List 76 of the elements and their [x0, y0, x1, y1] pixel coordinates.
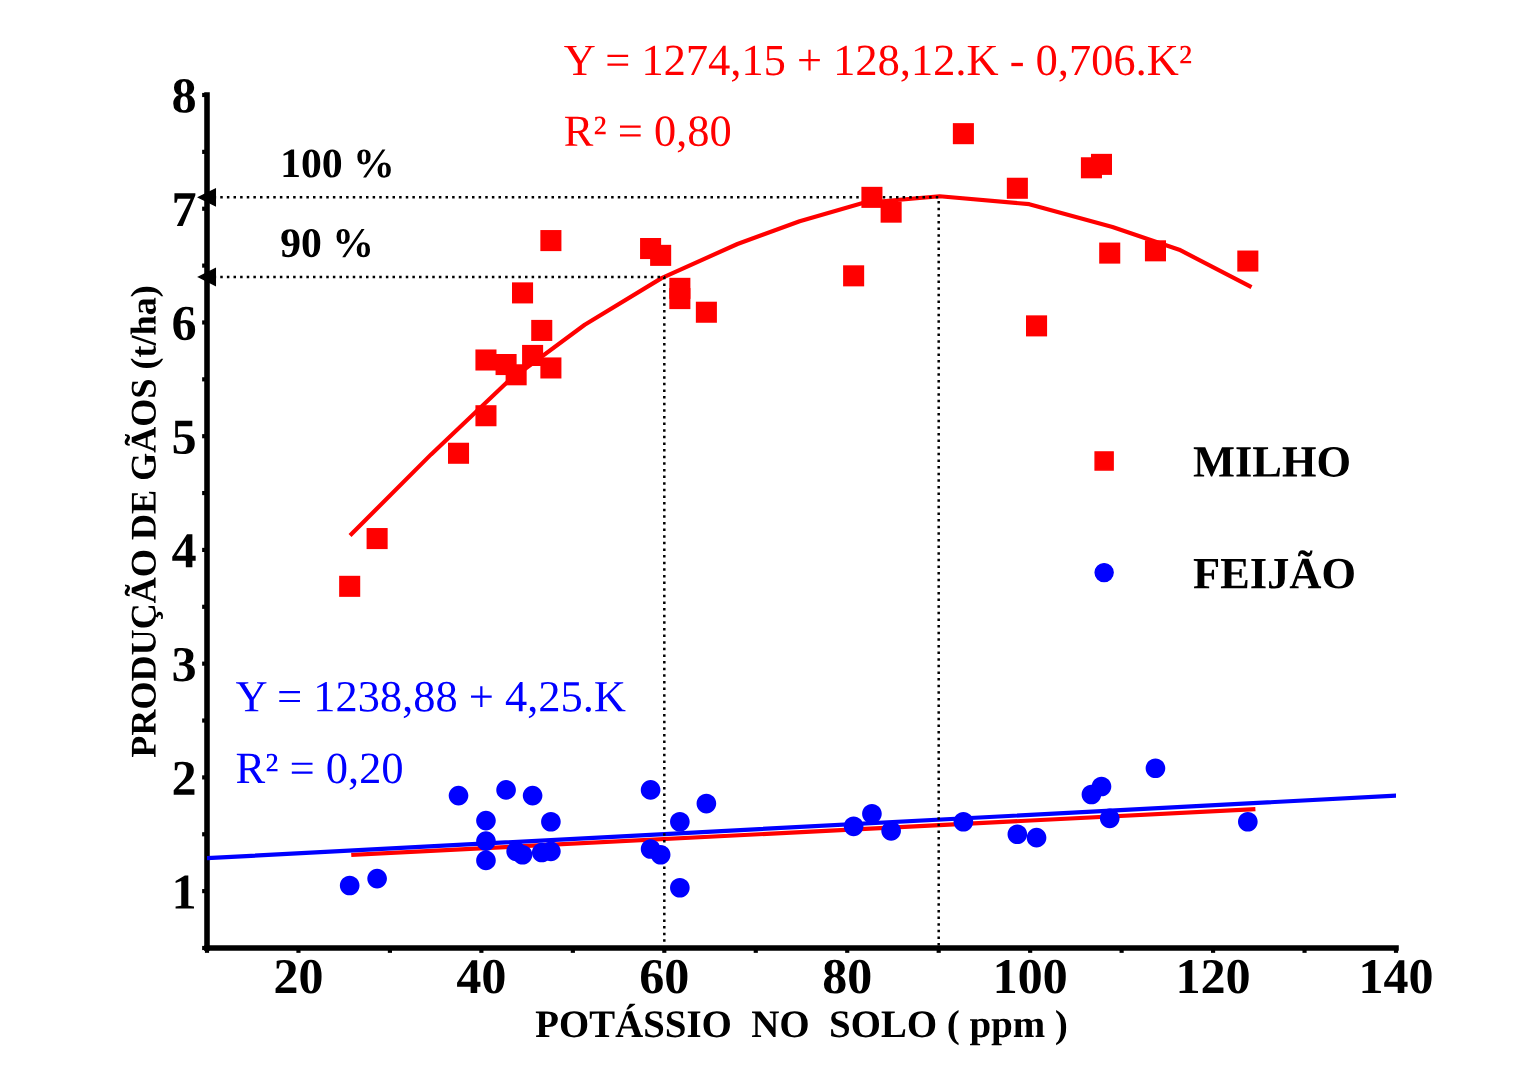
point — [475, 349, 497, 371]
point — [640, 780, 661, 800]
point — [367, 868, 387, 889]
point — [541, 811, 561, 832]
annotation: Y = 1238,88 + 4,25.K — [236, 681, 626, 719]
y-tick-label: 3 — [173, 647, 195, 682]
point — [522, 344, 544, 366]
x-tick-label: 80 — [823, 959, 871, 994]
point — [881, 821, 901, 841]
point — [1026, 315, 1048, 337]
point — [1090, 153, 1113, 175]
annotation: 90 % — [281, 229, 371, 258]
point — [447, 442, 470, 464]
point — [1006, 177, 1028, 199]
point — [1091, 776, 1112, 797]
annotation: 100 % — [283, 149, 391, 178]
point — [669, 288, 691, 310]
point — [496, 780, 516, 800]
point — [531, 319, 553, 341]
y-tick-label: 7 — [174, 193, 196, 227]
point — [540, 357, 562, 379]
point — [1099, 242, 1121, 264]
x-axis-title: POTÁSSIO NO SOLO ( ppm ) — [535, 1003, 1067, 1046]
point — [1026, 827, 1047, 848]
point — [1237, 250, 1259, 272]
point — [197, 188, 217, 207]
point — [476, 850, 496, 871]
point — [1099, 808, 1120, 829]
x-tick-label: 60 — [641, 959, 688, 994]
point — [366, 528, 388, 550]
point — [650, 244, 672, 266]
x-tick-label: 140 — [1362, 959, 1432, 994]
point — [862, 803, 882, 824]
point — [670, 877, 690, 898]
point — [505, 364, 527, 386]
annotation: R² = 0,20 — [236, 753, 402, 790]
y-tick-label: 6 — [173, 306, 196, 341]
x-tick-label: 40 — [457, 959, 505, 994]
text: Y = 1274,15 + 128,12.K - 0,706.K² — [564, 45, 1192, 82]
point — [512, 844, 533, 865]
point — [880, 201, 902, 223]
point — [540, 230, 562, 252]
legend-label: FEIJÃO — [1193, 550, 1354, 589]
x-tick-label: 120 — [1179, 959, 1249, 994]
point — [339, 875, 360, 896]
point — [952, 123, 974, 145]
point — [512, 282, 534, 304]
point — [695, 301, 717, 323]
point — [843, 816, 864, 837]
point — [522, 785, 543, 806]
point — [1144, 240, 1166, 262]
y-tick-label: 1 — [175, 875, 194, 909]
y-tick-label: 2 — [173, 761, 195, 795]
point — [1145, 758, 1166, 779]
point — [197, 267, 217, 287]
point — [953, 811, 974, 832]
point — [339, 575, 361, 597]
point — [476, 831, 496, 851]
y-tick-label: 5 — [173, 420, 195, 455]
y-tick-label: 8 — [173, 79, 195, 113]
x-tick-label: 20 — [275, 959, 322, 994]
point — [448, 785, 469, 806]
y-axis-title: PRODUÇÃO DE GÃOS (t/ha) — [124, 286, 164, 758]
point — [843, 265, 865, 287]
annotation: R² = 0,80 — [564, 116, 731, 153]
y-tick-label: 4 — [172, 534, 196, 568]
point — [861, 186, 883, 208]
legend-label: MILHO — [1193, 447, 1349, 477]
point — [1238, 811, 1258, 832]
x-tick-label: 100 — [996, 959, 1066, 994]
point — [696, 793, 717, 814]
point — [650, 844, 671, 865]
point — [670, 811, 690, 832]
point — [1007, 824, 1028, 845]
point — [476, 810, 496, 831]
point — [475, 405, 497, 427]
